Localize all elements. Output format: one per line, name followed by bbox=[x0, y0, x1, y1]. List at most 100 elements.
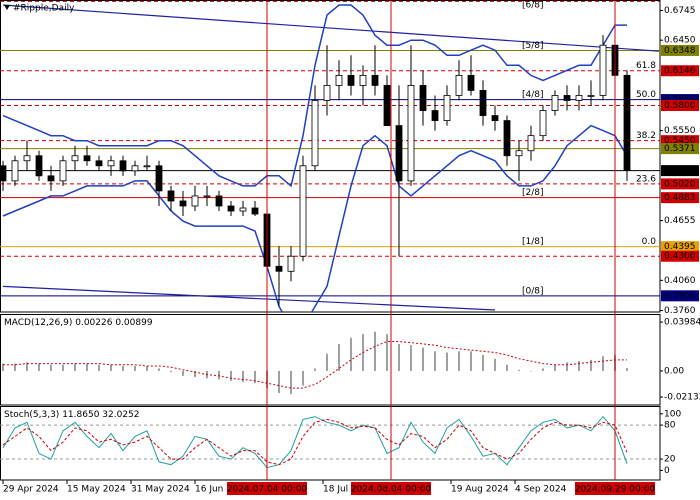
fib-tag: 0.0 bbox=[642, 237, 657, 247]
macd-bar bbox=[602, 356, 604, 371]
level-label: 0.4883 bbox=[664, 193, 696, 203]
macd-bar bbox=[2, 363, 4, 371]
macd-bar bbox=[74, 363, 76, 371]
macd-pane bbox=[0, 314, 661, 406]
macd-bar bbox=[566, 362, 568, 371]
level-label-box bbox=[661, 165, 699, 177]
macd-bar bbox=[110, 364, 112, 371]
macd-bar bbox=[122, 366, 124, 371]
macd-bar bbox=[554, 364, 556, 371]
price-pane bbox=[0, 0, 661, 313]
macd-bar bbox=[38, 363, 40, 371]
candle-body bbox=[35, 155, 43, 177]
candle-body bbox=[311, 100, 319, 167]
candle-body bbox=[107, 160, 115, 167]
candle-body bbox=[479, 90, 487, 116]
candle-body bbox=[383, 85, 391, 127]
level-label-box bbox=[661, 44, 699, 56]
candle-body bbox=[119, 160, 127, 172]
y-tick-label: -0.02132 bbox=[664, 393, 700, 403]
x-tick-label: 15 May 2024 bbox=[67, 485, 126, 495]
level-label: 0.5450 bbox=[664, 136, 696, 146]
symbol-icon bbox=[4, 5, 10, 10]
stoch-signal-last: 32.0252 bbox=[102, 410, 139, 420]
candle-body bbox=[347, 74, 355, 86]
macd-bar bbox=[314, 368, 316, 371]
macd-title: MACD(12,26,9) 0.00226 0.00899 bbox=[4, 318, 153, 328]
macd-bar bbox=[98, 364, 100, 371]
macd-bar bbox=[578, 361, 580, 371]
macd-bar bbox=[242, 370, 244, 382]
y-tick-label: 0.3760 bbox=[664, 306, 696, 316]
y-tick-label: 80 bbox=[664, 421, 676, 431]
candle-body bbox=[251, 207, 259, 215]
candle-body bbox=[71, 155, 79, 162]
candle-body bbox=[47, 175, 55, 182]
macd-bar bbox=[62, 364, 64, 371]
level-tag: [0/8] bbox=[522, 286, 544, 296]
time-marker-box bbox=[227, 482, 307, 495]
macd-bar bbox=[386, 334, 388, 371]
macd-bar bbox=[14, 363, 16, 371]
y-tick-label: 20 bbox=[664, 455, 676, 465]
time-marker-label: 2024.08.04 00:00 bbox=[351, 485, 432, 495]
candle-body bbox=[407, 85, 415, 182]
candle-body bbox=[503, 120, 511, 157]
time-marker-box bbox=[575, 482, 655, 495]
trendline bbox=[2, 285, 496, 311]
y-tick-label: 0.03984 bbox=[664, 318, 700, 328]
time-marker-label: 2024.09.29 00:00 bbox=[575, 485, 656, 495]
level-label: 0.5020 bbox=[664, 179, 696, 189]
stoch-name: Stoch(5,3,3) bbox=[4, 410, 59, 420]
candle-body bbox=[131, 165, 139, 172]
macd-bar bbox=[182, 370, 184, 376]
stoch-pane bbox=[0, 406, 661, 481]
y-tick-label: 0.00 bbox=[664, 366, 684, 376]
candle-body bbox=[575, 95, 583, 101]
macd-bar bbox=[494, 358, 496, 371]
candle-body bbox=[587, 95, 595, 97]
level-label-box bbox=[661, 100, 699, 112]
candle-body bbox=[239, 207, 247, 212]
candle-body bbox=[59, 160, 67, 182]
x-tick-label: 18 Jul 2024 bbox=[323, 485, 374, 495]
candle-body bbox=[371, 74, 379, 86]
candle-body bbox=[491, 115, 499, 121]
level-label: 0.4395 bbox=[664, 242, 696, 252]
level-tag: [5/8] bbox=[522, 41, 544, 51]
level-label: 0.3906 bbox=[664, 291, 696, 301]
level-label-box bbox=[661, 135, 699, 147]
fib-tag: 61.8 bbox=[636, 61, 656, 71]
stoch-main bbox=[2, 415, 628, 469]
macd-signal-last: 0.00899 bbox=[115, 318, 152, 328]
macd-bar bbox=[542, 368, 544, 371]
candle-body bbox=[431, 110, 439, 121]
candle-body bbox=[323, 85, 331, 101]
stoch-title: Stoch(5,3,3) 11.8650 32.0252 bbox=[4, 410, 140, 420]
macd-bar bbox=[158, 368, 160, 371]
macd-bar bbox=[530, 370, 532, 372]
candle-body bbox=[515, 150, 523, 157]
candle-body bbox=[299, 165, 307, 257]
band-lower bbox=[2, 124, 628, 312]
macd-signal bbox=[3, 341, 627, 389]
candle-body bbox=[539, 110, 547, 137]
y-tick-label: 0.6745 bbox=[664, 6, 696, 16]
macd-bar bbox=[194, 370, 196, 378]
macd-bar bbox=[482, 354, 484, 371]
candle-body bbox=[191, 195, 199, 207]
macd-bar bbox=[626, 368, 628, 371]
candle-body bbox=[275, 265, 283, 272]
x-tick-label: 31 May 2024 bbox=[131, 485, 190, 495]
macd-bar bbox=[86, 363, 88, 371]
macd-bar bbox=[350, 337, 352, 371]
candle-body bbox=[443, 95, 451, 121]
macd-bar bbox=[434, 351, 436, 371]
macd-plot bbox=[2, 331, 628, 395]
macd-bar bbox=[338, 343, 340, 371]
level-label-box bbox=[661, 290, 699, 302]
level-label: 0.6146 bbox=[664, 66, 696, 76]
macd-bar bbox=[290, 370, 292, 395]
candle-body bbox=[287, 255, 295, 272]
candle-body bbox=[455, 74, 463, 96]
